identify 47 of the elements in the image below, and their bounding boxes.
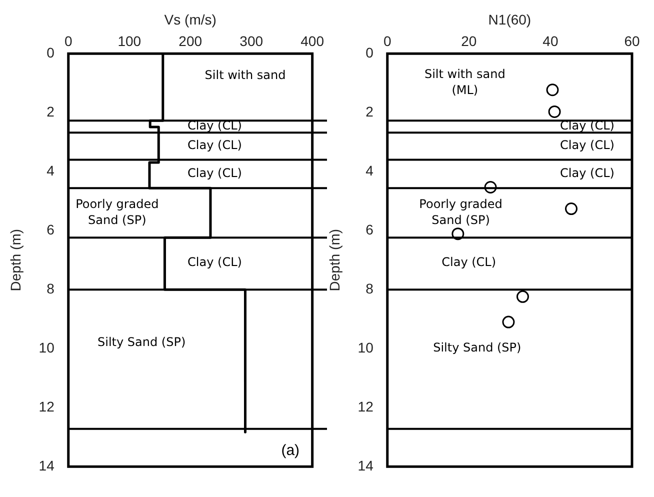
x-tick-label: 60 <box>624 33 640 50</box>
annotation: Clay (CL) <box>188 166 242 180</box>
point <box>516 290 529 303</box>
annotation: Clay (CL) <box>188 138 242 152</box>
annotation: (a) <box>281 442 300 460</box>
annotation: Poorly graded Sand (SP) <box>419 197 502 228</box>
x-tick-label: 0 <box>383 33 392 50</box>
y-tick-label: 4 <box>366 162 374 178</box>
annotation: Clay (CL) <box>442 255 496 270</box>
y-tick-label: 6 <box>46 221 55 238</box>
y-tick-label: 12 <box>358 398 374 414</box>
x-tick-label: 40 <box>542 33 558 50</box>
y-tick-label: 14 <box>358 457 374 474</box>
y-tick-label: 4 <box>46 162 55 178</box>
point <box>548 105 561 118</box>
x-tick-label: 0 <box>64 33 72 50</box>
annotation: Silt with sand <box>204 68 286 82</box>
y-tick-label: 14 <box>38 457 55 474</box>
y-tick-label: 10 <box>38 339 55 356</box>
annotation: Silty Sand (SP) <box>433 340 522 355</box>
y-tick-label: 0 <box>366 44 374 60</box>
y-tick-label: 2 <box>366 103 374 120</box>
y-tick-label: 6 <box>366 221 374 238</box>
x-tick-label: 300 <box>240 33 264 50</box>
x-tick-label: 20 <box>461 33 477 50</box>
annotation: Clay (CL) <box>188 255 242 270</box>
y-axis-title: Depth (m) <box>7 228 24 292</box>
y-axis-title: Depth (m) <box>326 228 342 292</box>
point <box>546 84 559 96</box>
y-tick-label: 2 <box>46 103 55 120</box>
y-tick-label: 0 <box>46 44 55 60</box>
y-tick-label: 8 <box>46 280 55 296</box>
annotation: Clay (CL) <box>560 166 614 180</box>
x-tick-label: 200 <box>178 33 202 50</box>
x-axis-title: N1(60) <box>488 11 532 28</box>
annotation: Silt with sand (ML) <box>424 67 506 98</box>
annotation: Clay (CL) <box>560 138 614 152</box>
y-tick-label: 12 <box>38 398 55 414</box>
x-axis-title: Vs (m/s) <box>164 11 216 28</box>
annotation: Silty Sand (SP) <box>97 334 186 349</box>
y-tick-label: 10 <box>358 339 374 356</box>
x-tick-label: 400 <box>300 33 324 50</box>
point <box>502 316 515 328</box>
point <box>565 202 578 216</box>
annotation: Poorly graded Sand (SP) <box>76 197 159 228</box>
y-tick-label: 8 <box>366 280 374 296</box>
x-tick-label: 100 <box>118 33 142 50</box>
